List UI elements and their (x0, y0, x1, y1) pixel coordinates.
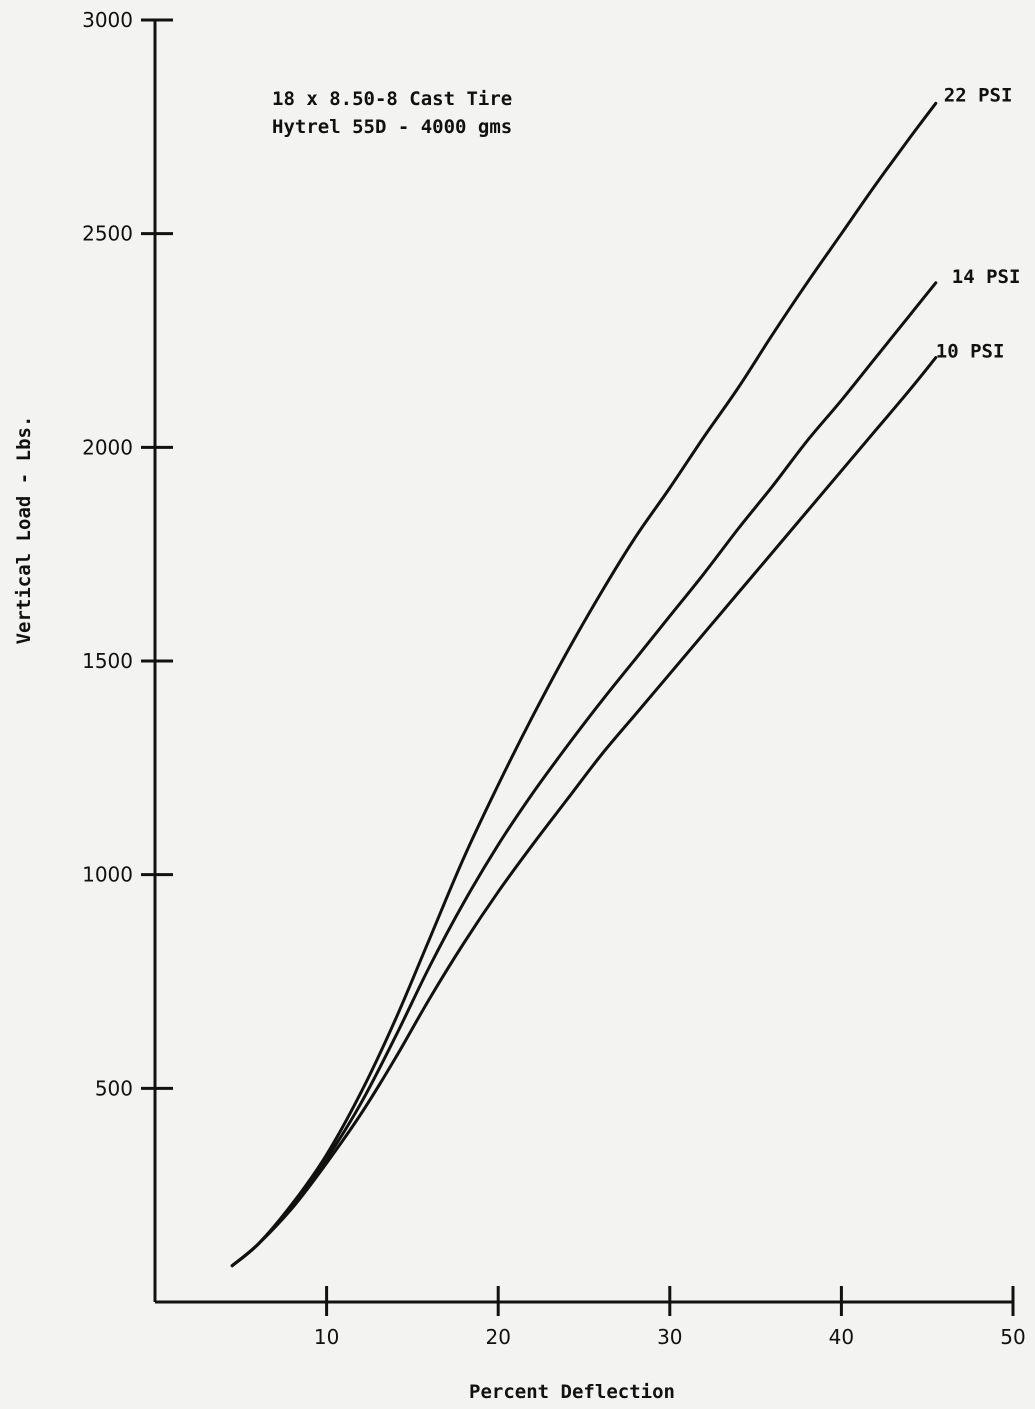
series-label-22-psi: 22 PSI (944, 84, 1013, 106)
series-label-14-psi: 14 PSI (952, 266, 1021, 288)
x-axis-title: Percent Deflection (469, 1381, 675, 1403)
series-line-22-psi (230, 101, 938, 1268)
series-label-10-psi: 10 PSI (936, 341, 1005, 363)
series-line-10-psi (230, 356, 938, 1268)
y-tick-label-2000: 2000 (82, 435, 133, 459)
labels: 22 PSI 14 PSI 10 PSI (936, 84, 1021, 362)
series-group (230, 101, 938, 1268)
axes (153, 20, 1013, 1304)
x-tick-label-20: 20 (485, 1325, 510, 1349)
x-tick-label-40: 40 (829, 1325, 854, 1349)
annotation-line-2: Hytrel 55D - 4000 gms (272, 116, 512, 138)
x-tick-label-50: 50 (1000, 1325, 1025, 1349)
series-line-14-psi (230, 281, 938, 1268)
annotation-line-1: 18 x 8.50-8 Cast Tire (272, 88, 512, 110)
y-tick-label-3000: 3000 (82, 8, 133, 32)
y-tick-label-1500: 1500 (82, 649, 133, 673)
y-tick-label-500: 500 (95, 1076, 133, 1100)
y-tick-label-2500: 2500 (82, 222, 133, 246)
y-tick-label-1000: 1000 (82, 863, 133, 887)
x-tick-label-10: 10 (314, 1325, 339, 1349)
ticks: 500 1000 1500 2000 2500 3000 10 20 30 40 50 (82, 8, 1026, 1349)
x-tick-label-30: 30 (657, 1325, 682, 1349)
y-axis-title: Vertical Load - Lbs. (13, 416, 35, 645)
